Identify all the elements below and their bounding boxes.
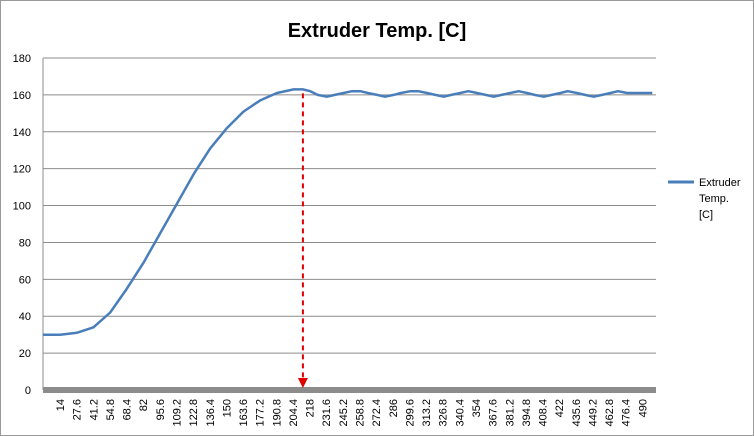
x-tick-label: 449.2: [587, 399, 599, 427]
x-tick-label: 326.8: [438, 399, 450, 427]
x-tick-label: 190.8: [271, 399, 283, 427]
x-tick-label: 245.2: [338, 399, 350, 427]
y-tick-label: 20: [19, 348, 31, 360]
x-tick-label: 177.2: [255, 399, 267, 427]
y-tick-label: 160: [13, 90, 31, 102]
x-tick-label: 54.8: [105, 399, 117, 420]
x-tick-label: 258.8: [355, 399, 367, 427]
x-tick-label: 68.4: [122, 399, 134, 420]
legend-label: [C]: [699, 209, 713, 221]
series-line: [43, 88, 653, 336]
x-tick-label: 381.2: [504, 399, 516, 427]
chart-title: Extruder Temp. [C]: [288, 20, 467, 42]
x-tick-label: 204.4: [288, 399, 300, 427]
x-tick-label: 136.4: [205, 399, 217, 427]
x-tick-label: 163.6: [238, 399, 250, 427]
x-tick-label: 354: [471, 399, 483, 417]
x-axis-band: [43, 387, 656, 393]
y-tick-label: 180: [13, 53, 31, 65]
marker-arrowhead: [297, 378, 308, 388]
x-tick-label: 299.6: [404, 399, 416, 427]
x-tick-label: 367.6: [488, 399, 500, 427]
x-tick-label: 422: [554, 399, 566, 417]
x-tick-label: 150: [221, 399, 233, 417]
x-tick-label: 122.8: [188, 399, 200, 427]
x-tick-label: 490: [637, 399, 649, 417]
x-tick-label: 313.2: [421, 399, 433, 427]
x-tick-label: 286: [388, 399, 400, 417]
y-tick-label: 140: [13, 127, 31, 139]
x-tick-label: 476.4: [621, 399, 633, 427]
x-tick-label: 340.4: [454, 399, 466, 427]
y-tick-label: 120: [13, 164, 31, 176]
x-tick-label: 27.6: [72, 399, 84, 420]
y-tick-label: 100: [13, 201, 31, 213]
x-tick-label: 41.2: [88, 399, 100, 420]
x-tick-label: 95.6: [155, 399, 167, 420]
x-tick-label: 408.4: [538, 399, 550, 427]
y-tick-label: 80: [19, 237, 31, 249]
x-tick-label: 462.8: [604, 399, 616, 427]
y-tick-label: 60: [19, 274, 31, 286]
y-tick-label: 0: [25, 385, 31, 397]
y-tick-label: 40: [19, 311, 31, 323]
x-tick-label: 109.2: [171, 399, 183, 427]
x-tick-label: 272.4: [371, 399, 383, 427]
legend-label: Extruder: [699, 177, 741, 189]
x-tick-label: 82: [138, 399, 150, 411]
x-tick-label: 231.6: [321, 399, 333, 427]
legend-label: Temp.: [699, 193, 729, 205]
x-tick-label: 14: [55, 399, 67, 411]
x-tick-label: 435.6: [571, 399, 583, 427]
x-tick-label: 218: [305, 399, 317, 417]
x-tick-label: 394.8: [521, 399, 533, 427]
